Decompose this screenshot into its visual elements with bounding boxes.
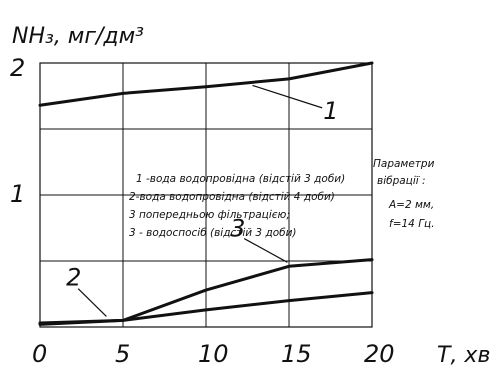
y-tick-label: 2 — [10, 54, 25, 82]
series-line-1 — [38, 61, 374, 107]
curve-label-3: 3 — [230, 215, 245, 243]
legend-box: 1 -вода водопровідна (відстій 3 доби) 2-… — [129, 173, 345, 239]
parameter-amplitude: А=2 мм, — [388, 199, 434, 211]
tick-labels: 0 5 10 15 20 1 2 — [10, 54, 395, 367]
x-tick-label: 0 — [32, 340, 47, 367]
legend-item-4: 3 - водоспосіб (відстій 3 доби) — [129, 227, 297, 239]
label-leader-2 — [77, 288, 107, 317]
parameters-title: Параметри — [373, 158, 435, 170]
curve-label-2: 2 — [66, 264, 81, 292]
parameters-subtitle: вібрації : — [377, 175, 426, 187]
series-line-3 — [38, 258, 374, 326]
x-tick-label: 15 — [281, 340, 312, 367]
curve-label-layer: 1 2 3 — [66, 84, 338, 317]
x-tick-label: 20 — [364, 340, 395, 367]
legend-item-3: 3 попередньою фільтрацією; — [129, 209, 290, 221]
label-leader-3 — [243, 238, 288, 263]
label-leader-1 — [252, 84, 323, 109]
x-axis-label: Т, хв — [437, 343, 490, 367]
legend-item-1: 1 -вода водопровідна (відстій 3 доби) — [136, 173, 345, 185]
curve-label-1: 1 — [323, 97, 338, 125]
grid — [39, 62, 373, 328]
legend-item-2: 2-вода водопровідна (відстій 4 доби) — [129, 191, 335, 203]
parameter-frequency: f=14 Гц. — [389, 218, 435, 230]
x-tick-label: 5 — [115, 340, 130, 367]
series-layer — [38, 61, 374, 326]
parameters-box: Параметри вібрації : А=2 мм, f=14 Гц. — [373, 158, 435, 230]
y-tick-label: 1 — [10, 180, 25, 208]
x-tick-label: 10 — [198, 340, 229, 367]
y-axis-label: NH₃, мг/дм³ — [12, 24, 144, 49]
